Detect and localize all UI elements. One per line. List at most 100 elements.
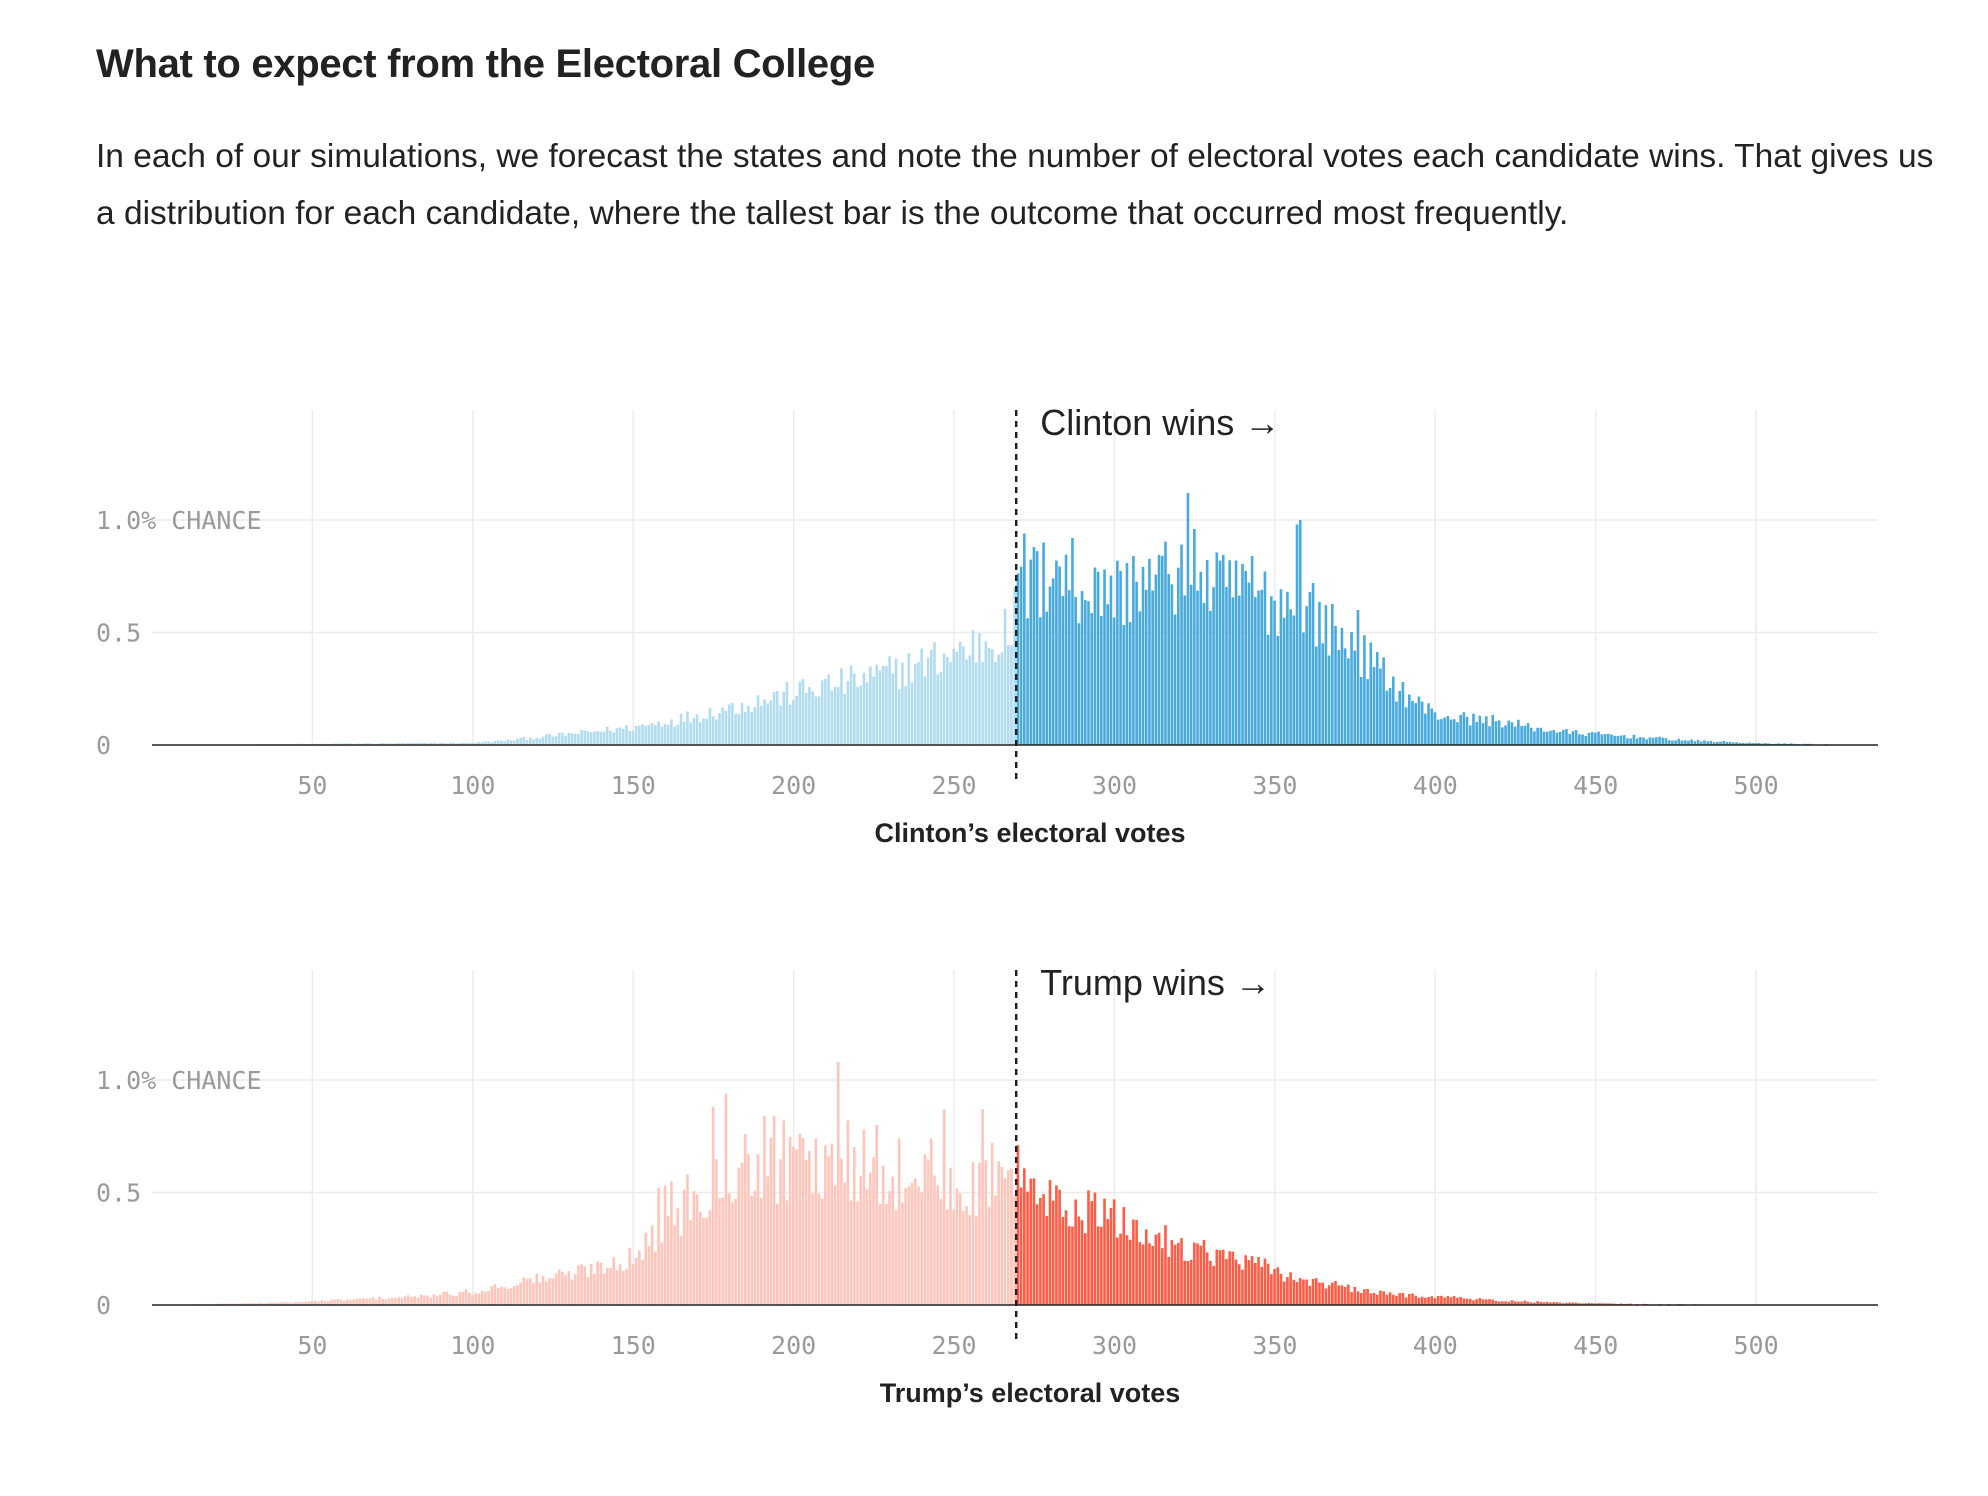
histogram-bar — [1144, 1229, 1148, 1305]
histogram-bar — [808, 1151, 811, 1305]
histogram-bar — [779, 1159, 782, 1305]
histogram-bar — [939, 672, 943, 745]
histogram-bar — [852, 673, 856, 745]
histogram-bar — [670, 719, 673, 745]
histogram-bar — [503, 741, 506, 745]
histogram-bar — [1719, 741, 1722, 745]
histogram-bar — [403, 1296, 407, 1305]
histogram-bar — [1151, 1245, 1154, 1305]
histogram-bar — [580, 729, 583, 745]
clinton-bars — [262, 493, 1828, 745]
histogram-bar — [1311, 1278, 1315, 1305]
histogram-bar — [881, 1165, 885, 1305]
histogram-bar — [1003, 608, 1007, 745]
histogram-bar — [1286, 591, 1289, 745]
histogram-bar — [1058, 566, 1061, 745]
histogram-bar — [602, 1273, 606, 1305]
histogram-bar — [1160, 556, 1164, 745]
histogram-bar — [426, 1295, 429, 1305]
histogram-bar — [763, 699, 766, 745]
histogram-bar — [1674, 740, 1677, 745]
histogram-bar — [410, 743, 413, 745]
histogram-bar — [885, 1203, 888, 1305]
histogram-bar — [711, 716, 715, 745]
histogram-bar — [1555, 732, 1559, 745]
histogram-bar — [1497, 1301, 1501, 1305]
histogram-bar — [1606, 1303, 1610, 1305]
histogram-bar — [554, 1273, 558, 1305]
histogram-bar — [657, 721, 660, 745]
histogram-bar — [532, 1283, 535, 1305]
histogram-bar — [1221, 1249, 1225, 1305]
histogram-bar — [997, 654, 1000, 745]
histogram-bar — [1138, 611, 1142, 745]
histogram-bar — [849, 665, 853, 745]
histogram-bar — [1465, 1298, 1469, 1305]
histogram-bar — [820, 680, 824, 745]
histogram-bar — [1587, 732, 1591, 745]
histogram-bar — [1327, 655, 1331, 745]
histogram-bar — [647, 725, 651, 745]
histogram-bar — [487, 741, 490, 745]
histogram-bar — [384, 1299, 388, 1305]
histogram-bar — [1148, 1243, 1151, 1305]
histogram-bar — [333, 1299, 336, 1305]
histogram-bar — [747, 705, 750, 745]
histogram-bar — [580, 1264, 583, 1305]
histogram-bar — [811, 691, 814, 745]
histogram-bar — [573, 733, 577, 745]
histogram-bar — [1751, 743, 1754, 745]
histogram-bar — [1539, 727, 1543, 745]
histogram-bar — [901, 1202, 904, 1305]
histogram-bar — [1545, 1301, 1549, 1305]
histogram-bar — [538, 1282, 542, 1305]
histogram-bar — [1116, 560, 1119, 745]
histogram-bar — [346, 743, 349, 745]
histogram-bar — [1725, 741, 1729, 745]
histogram-bar — [650, 1225, 654, 1305]
histogram-bar — [1485, 1299, 1488, 1305]
histogram-bar — [506, 739, 510, 745]
histogram-bar — [413, 743, 417, 745]
x-tick-label: 250 — [931, 1331, 976, 1360]
histogram-bar — [830, 690, 834, 745]
histogram-bar — [1157, 554, 1161, 745]
histogram-bar — [731, 702, 734, 745]
histogram-bar — [1321, 1282, 1324, 1305]
histogram-bar — [297, 1301, 301, 1305]
histogram-bar — [994, 661, 997, 745]
histogram-bar — [1298, 520, 1302, 745]
histogram-bar — [1205, 1252, 1209, 1305]
histogram-bar — [1032, 547, 1036, 745]
histogram-bar — [766, 1176, 769, 1305]
histogram-bar — [1353, 650, 1357, 745]
histogram-bar — [1314, 646, 1318, 745]
histogram-bar — [1369, 1293, 1373, 1305]
x-tick-label: 250 — [931, 771, 976, 800]
histogram-bar — [352, 1299, 356, 1305]
histogram-bar — [782, 1120, 786, 1305]
histogram-bar — [965, 659, 968, 745]
histogram-bar — [872, 676, 875, 745]
histogram-bar — [798, 1134, 802, 1305]
histogram-bar — [1594, 732, 1597, 745]
trump-wins-annotation: Trump wins → — [1040, 962, 1271, 1003]
histogram-bar — [423, 742, 426, 745]
histogram-bar — [933, 642, 936, 745]
histogram-bar — [1234, 560, 1238, 745]
histogram-bar — [641, 1259, 644, 1305]
histogram-bar — [695, 1194, 699, 1305]
histogram-bar — [974, 662, 978, 745]
histogram-bar — [962, 1211, 965, 1305]
histogram-bar — [599, 1262, 603, 1305]
histogram-bar — [1289, 609, 1292, 745]
histogram-bar — [1077, 623, 1081, 745]
trump-electoral-votes-chart: Trump wins → 0 0.5 1.0% CHANCE 50 100 150 200… — [96, 962, 1878, 1408]
histogram-bar — [1100, 616, 1103, 745]
histogram-bar — [1035, 551, 1039, 745]
histogram-bar — [259, 1302, 263, 1305]
x-tick-label: 150 — [611, 1331, 656, 1360]
histogram-bar — [1228, 560, 1231, 745]
histogram-bar — [1119, 1233, 1122, 1305]
histogram-bar — [904, 1187, 907, 1305]
